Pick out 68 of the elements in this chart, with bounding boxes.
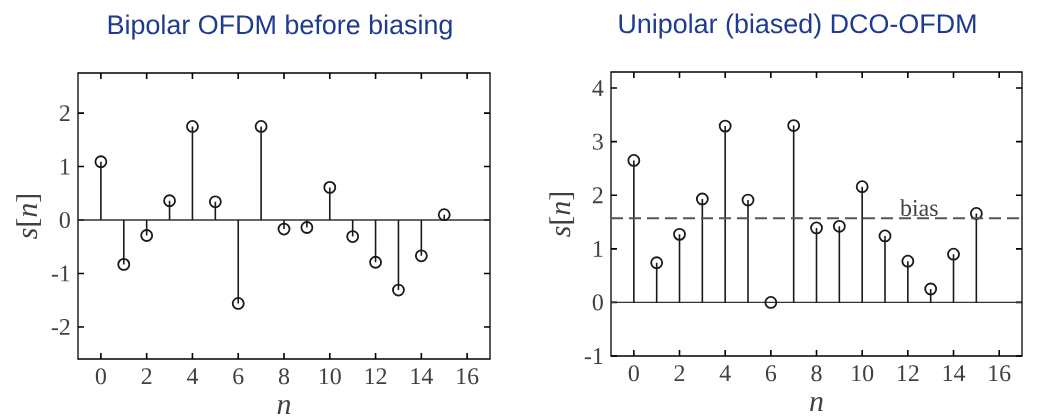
chart-title: Unipolar (biased) DCO-OFDM: [619, 13, 976, 39]
x-tick-label: 16: [457, 368, 479, 385]
point: [718, 119, 732, 133]
point: [323, 180, 337, 194]
point: [947, 247, 960, 261]
y-tick-label: 2: [592, 187, 603, 204]
x-tick-label: 2: [141, 368, 152, 385]
point: [924, 282, 938, 296]
x-tick-label: 8: [811, 365, 822, 382]
point: [300, 221, 314, 234]
point: [231, 297, 245, 310]
y-tick-label: -1: [51, 265, 70, 282]
point: [254, 120, 268, 133]
point: [810, 221, 823, 235]
point: [208, 195, 222, 209]
x-tick-label: 6: [233, 368, 244, 385]
point: [163, 194, 176, 208]
point: [117, 257, 131, 271]
point: [186, 120, 199, 133]
y-tick-label: 1: [60, 158, 70, 175]
x-tick-label: 10: [319, 368, 341, 385]
point: [878, 229, 892, 243]
y-tick-label: 4: [592, 80, 604, 96]
point: [650, 256, 664, 270]
y-tick-label: 3: [592, 133, 603, 150]
point: [369, 255, 382, 269]
point: [94, 155, 108, 169]
x-tick-label: 0: [628, 365, 639, 382]
point: [627, 154, 641, 167]
point: [695, 192, 709, 206]
x-tick-label: 12: [897, 365, 919, 382]
point: [140, 229, 154, 242]
point: [673, 227, 686, 241]
y-axis-title: s[n]: [16, 194, 41, 239]
x-tick-label: 14: [411, 368, 433, 384]
point: [764, 296, 778, 309]
y-tick-label: 1: [593, 240, 603, 257]
point: [832, 219, 846, 233]
x-tick-label: 2: [674, 365, 685, 382]
x-tick-label: 16: [989, 365, 1011, 382]
ref-line-label: bias: [900, 199, 938, 217]
chart-title: Bipolar OFDM before biasing: [108, 14, 452, 40]
point: [392, 283, 405, 297]
x-tick-label: 4: [186, 368, 199, 384]
point: [855, 180, 869, 194]
point: [277, 222, 291, 236]
x-tick-label: 10: [852, 365, 874, 382]
y-tick-label: 0: [592, 294, 603, 311]
x-tick-label: 0: [95, 368, 106, 385]
x-tick-label: 6: [765, 365, 777, 382]
x-tick-label: 4: [719, 365, 731, 381]
x-axis-title: n: [277, 399, 291, 414]
y-axis-title: s[n]: [549, 192, 575, 237]
point: [414, 249, 428, 263]
point: [437, 208, 451, 222]
y-tick-label: 2: [59, 105, 70, 121]
point: [346, 230, 360, 243]
x-tick-label: 14: [943, 365, 966, 381]
point: [741, 193, 755, 207]
x-tick-label: 12: [365, 368, 387, 385]
y-tick-label: 0: [59, 211, 70, 229]
y-tick-label: -2: [51, 319, 70, 335]
x-tick-label: 8: [278, 368, 290, 385]
point: [901, 254, 915, 268]
point: [787, 119, 801, 132]
x-axis-title: n: [810, 396, 823, 411]
point: [969, 207, 983, 220]
y-tick-label: -1: [584, 348, 603, 364]
